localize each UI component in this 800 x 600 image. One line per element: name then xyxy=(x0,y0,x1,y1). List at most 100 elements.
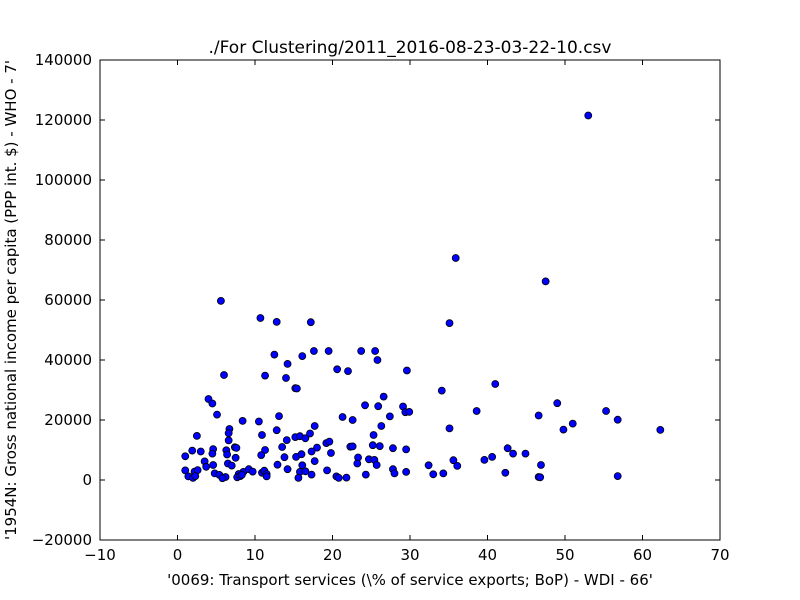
x-tick-label: −10 xyxy=(84,546,116,564)
data-point xyxy=(656,425,665,434)
data-point xyxy=(223,450,232,459)
data-point xyxy=(283,465,292,474)
data-point xyxy=(501,468,510,477)
data-point xyxy=(375,442,384,451)
data-point xyxy=(306,318,315,327)
data-point xyxy=(313,443,321,452)
data-point xyxy=(541,277,550,286)
y-tick-label: 40000 xyxy=(44,351,92,369)
data-point xyxy=(372,461,381,469)
data-point xyxy=(374,402,383,411)
y-axis: −20000 0 20000 40000 60000 80000 100000 120000 1… xyxy=(32,51,720,549)
data-point xyxy=(282,436,291,445)
data-point xyxy=(309,347,318,355)
x-axis-label: '0069: Transport services (\% of service… xyxy=(167,571,653,589)
data-point xyxy=(488,452,497,461)
x-tick-label: 0 xyxy=(173,546,183,564)
y-tick-label: −20000 xyxy=(32,531,92,549)
data-point xyxy=(231,453,240,462)
x-tick-label: 20 xyxy=(323,546,342,564)
y-tick-label: 100000 xyxy=(35,171,92,189)
data-point xyxy=(237,470,246,479)
data-point xyxy=(270,350,279,359)
data-point xyxy=(521,449,530,458)
data-point xyxy=(445,424,454,433)
data-point xyxy=(536,473,545,482)
data-point xyxy=(559,425,568,434)
data-point xyxy=(402,467,411,476)
x-tick-label: 10 xyxy=(245,546,264,564)
data-point xyxy=(254,417,263,426)
data-point xyxy=(306,429,314,438)
data-point xyxy=(613,415,622,424)
x-tick-label: 50 xyxy=(555,546,574,564)
data-point xyxy=(220,371,228,379)
data-point xyxy=(294,473,303,482)
data-point xyxy=(390,469,399,478)
x-tick-label: 70 xyxy=(710,546,729,564)
data-point xyxy=(181,452,190,461)
data-point xyxy=(283,359,292,368)
data-point xyxy=(327,449,335,457)
y-axis-label: '1954N: Gross national income per capita… xyxy=(2,60,20,540)
y-tick-label: 0 xyxy=(82,471,92,489)
data-point xyxy=(224,429,233,438)
data-point xyxy=(292,384,301,393)
data-point xyxy=(307,447,316,456)
data-point xyxy=(307,470,316,479)
x-axis: −10 0 10 20 30 40 50 60 70 xyxy=(84,60,730,564)
data-point xyxy=(272,426,281,435)
data-point xyxy=(503,444,512,453)
y-tick-label: 120000 xyxy=(35,111,92,129)
data-point xyxy=(191,472,200,481)
data-point xyxy=(334,473,343,482)
data-point xyxy=(373,356,382,364)
data-point xyxy=(534,411,543,420)
data-point xyxy=(385,412,394,421)
data-point xyxy=(451,254,460,262)
data-point xyxy=(261,371,269,380)
data-point xyxy=(369,431,378,439)
data-point xyxy=(437,386,446,395)
data-point xyxy=(208,449,217,458)
data-point xyxy=(324,347,333,355)
data-point xyxy=(298,352,307,361)
data-point xyxy=(278,443,287,451)
data-point xyxy=(449,456,458,465)
data-point xyxy=(445,319,454,328)
data-point xyxy=(424,461,433,470)
data-point xyxy=(568,419,577,428)
data-point xyxy=(273,460,282,469)
data-point xyxy=(256,314,265,322)
data-point xyxy=(325,437,334,446)
y-tick-label: 60000 xyxy=(44,291,92,309)
data-point xyxy=(301,434,310,443)
data-point xyxy=(361,401,369,410)
data-point xyxy=(348,416,357,424)
data-point xyxy=(472,407,481,415)
data-point xyxy=(402,445,411,454)
data-point xyxy=(323,466,331,475)
y-tick-label: 20000 xyxy=(44,411,92,429)
data-point xyxy=(218,474,227,483)
data-point xyxy=(238,416,247,425)
data-point xyxy=(584,111,593,120)
data-point xyxy=(361,470,370,479)
data-point xyxy=(453,461,462,470)
data-point xyxy=(537,461,545,469)
data-point xyxy=(338,413,347,421)
data-point xyxy=(439,469,448,478)
data-point xyxy=(216,296,225,305)
y-tick-label: 80000 xyxy=(44,231,92,249)
data-point xyxy=(202,462,211,471)
data-point xyxy=(310,422,319,430)
data-point xyxy=(405,407,414,416)
data-point xyxy=(333,365,342,374)
data-point xyxy=(509,449,517,458)
data-point xyxy=(371,347,380,355)
data-point xyxy=(368,441,377,450)
data-point xyxy=(480,455,489,464)
data-point xyxy=(553,399,562,408)
